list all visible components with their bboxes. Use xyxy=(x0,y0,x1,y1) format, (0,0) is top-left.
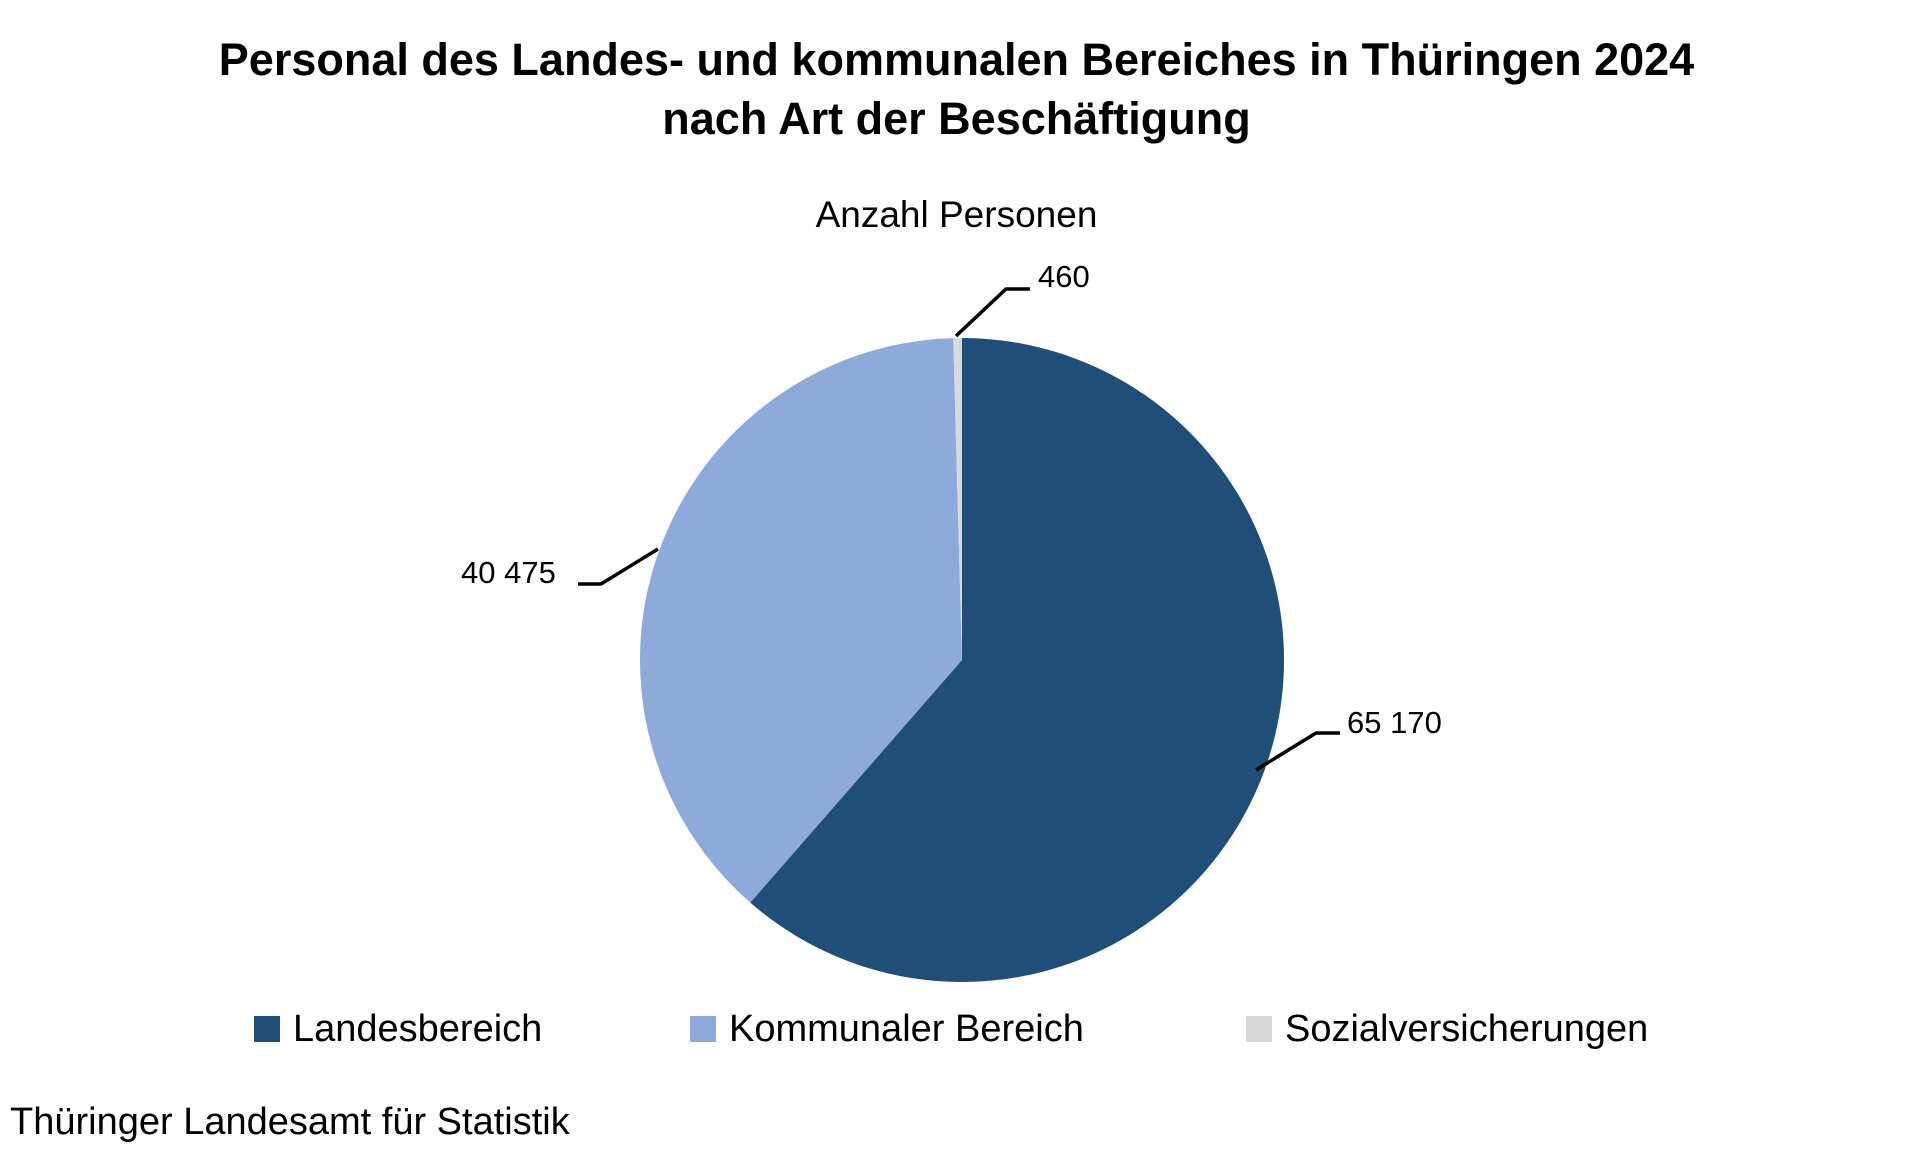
legend-item-kommunaler-bereich: Kommunaler Bereich xyxy=(690,1010,1084,1048)
chart-title: Personal des Landes- und kommunalen Bere… xyxy=(0,30,1913,149)
chart-title-line1: Personal des Landes- und kommunalen Bere… xyxy=(218,34,1695,85)
legend-item-landesbereich: Landesbereich xyxy=(254,1010,542,1048)
legend-swatch-kommunaler-bereich xyxy=(690,1016,716,1042)
leader-line-landesbereich xyxy=(1255,731,1340,772)
data-label-landesbereich: 65 170 xyxy=(1347,705,1442,740)
legend-label-landesbereich: Landesbereich xyxy=(293,1008,543,1050)
legend-label-kommunaler-bereich: Kommunaler Bereich xyxy=(729,1008,1084,1050)
source-note: Thüringer Landesamt für Statistik xyxy=(10,1101,570,1143)
pie-slice-kommunaler-bereich xyxy=(639,338,962,903)
pie xyxy=(639,338,1284,983)
legend-swatch-sozialversicherungen xyxy=(1246,1016,1272,1042)
leader-line-kommunaler-bereich xyxy=(578,547,659,586)
legend-swatch-landesbereich xyxy=(254,1016,280,1042)
legend-item-sozialversicherungen: Sozialversicherungen xyxy=(1246,1010,1648,1048)
data-label-sozialversicherungen: 460 xyxy=(1038,259,1090,294)
pie-slice-landesbereich xyxy=(750,338,1284,983)
legend-label-sozialversicherungen: Sozialversicherungen xyxy=(1285,1008,1649,1050)
data-label-kommunaler-bereich: 40 475 xyxy=(461,555,556,590)
chart-title-line2: nach Art der Beschäftigung xyxy=(662,93,1251,145)
chart-subtitle: Anzahl Personen xyxy=(815,194,1098,235)
leader-line-sozialversicherungen xyxy=(954,287,1030,338)
pie-slice-sozialversicherungen xyxy=(953,338,962,660)
